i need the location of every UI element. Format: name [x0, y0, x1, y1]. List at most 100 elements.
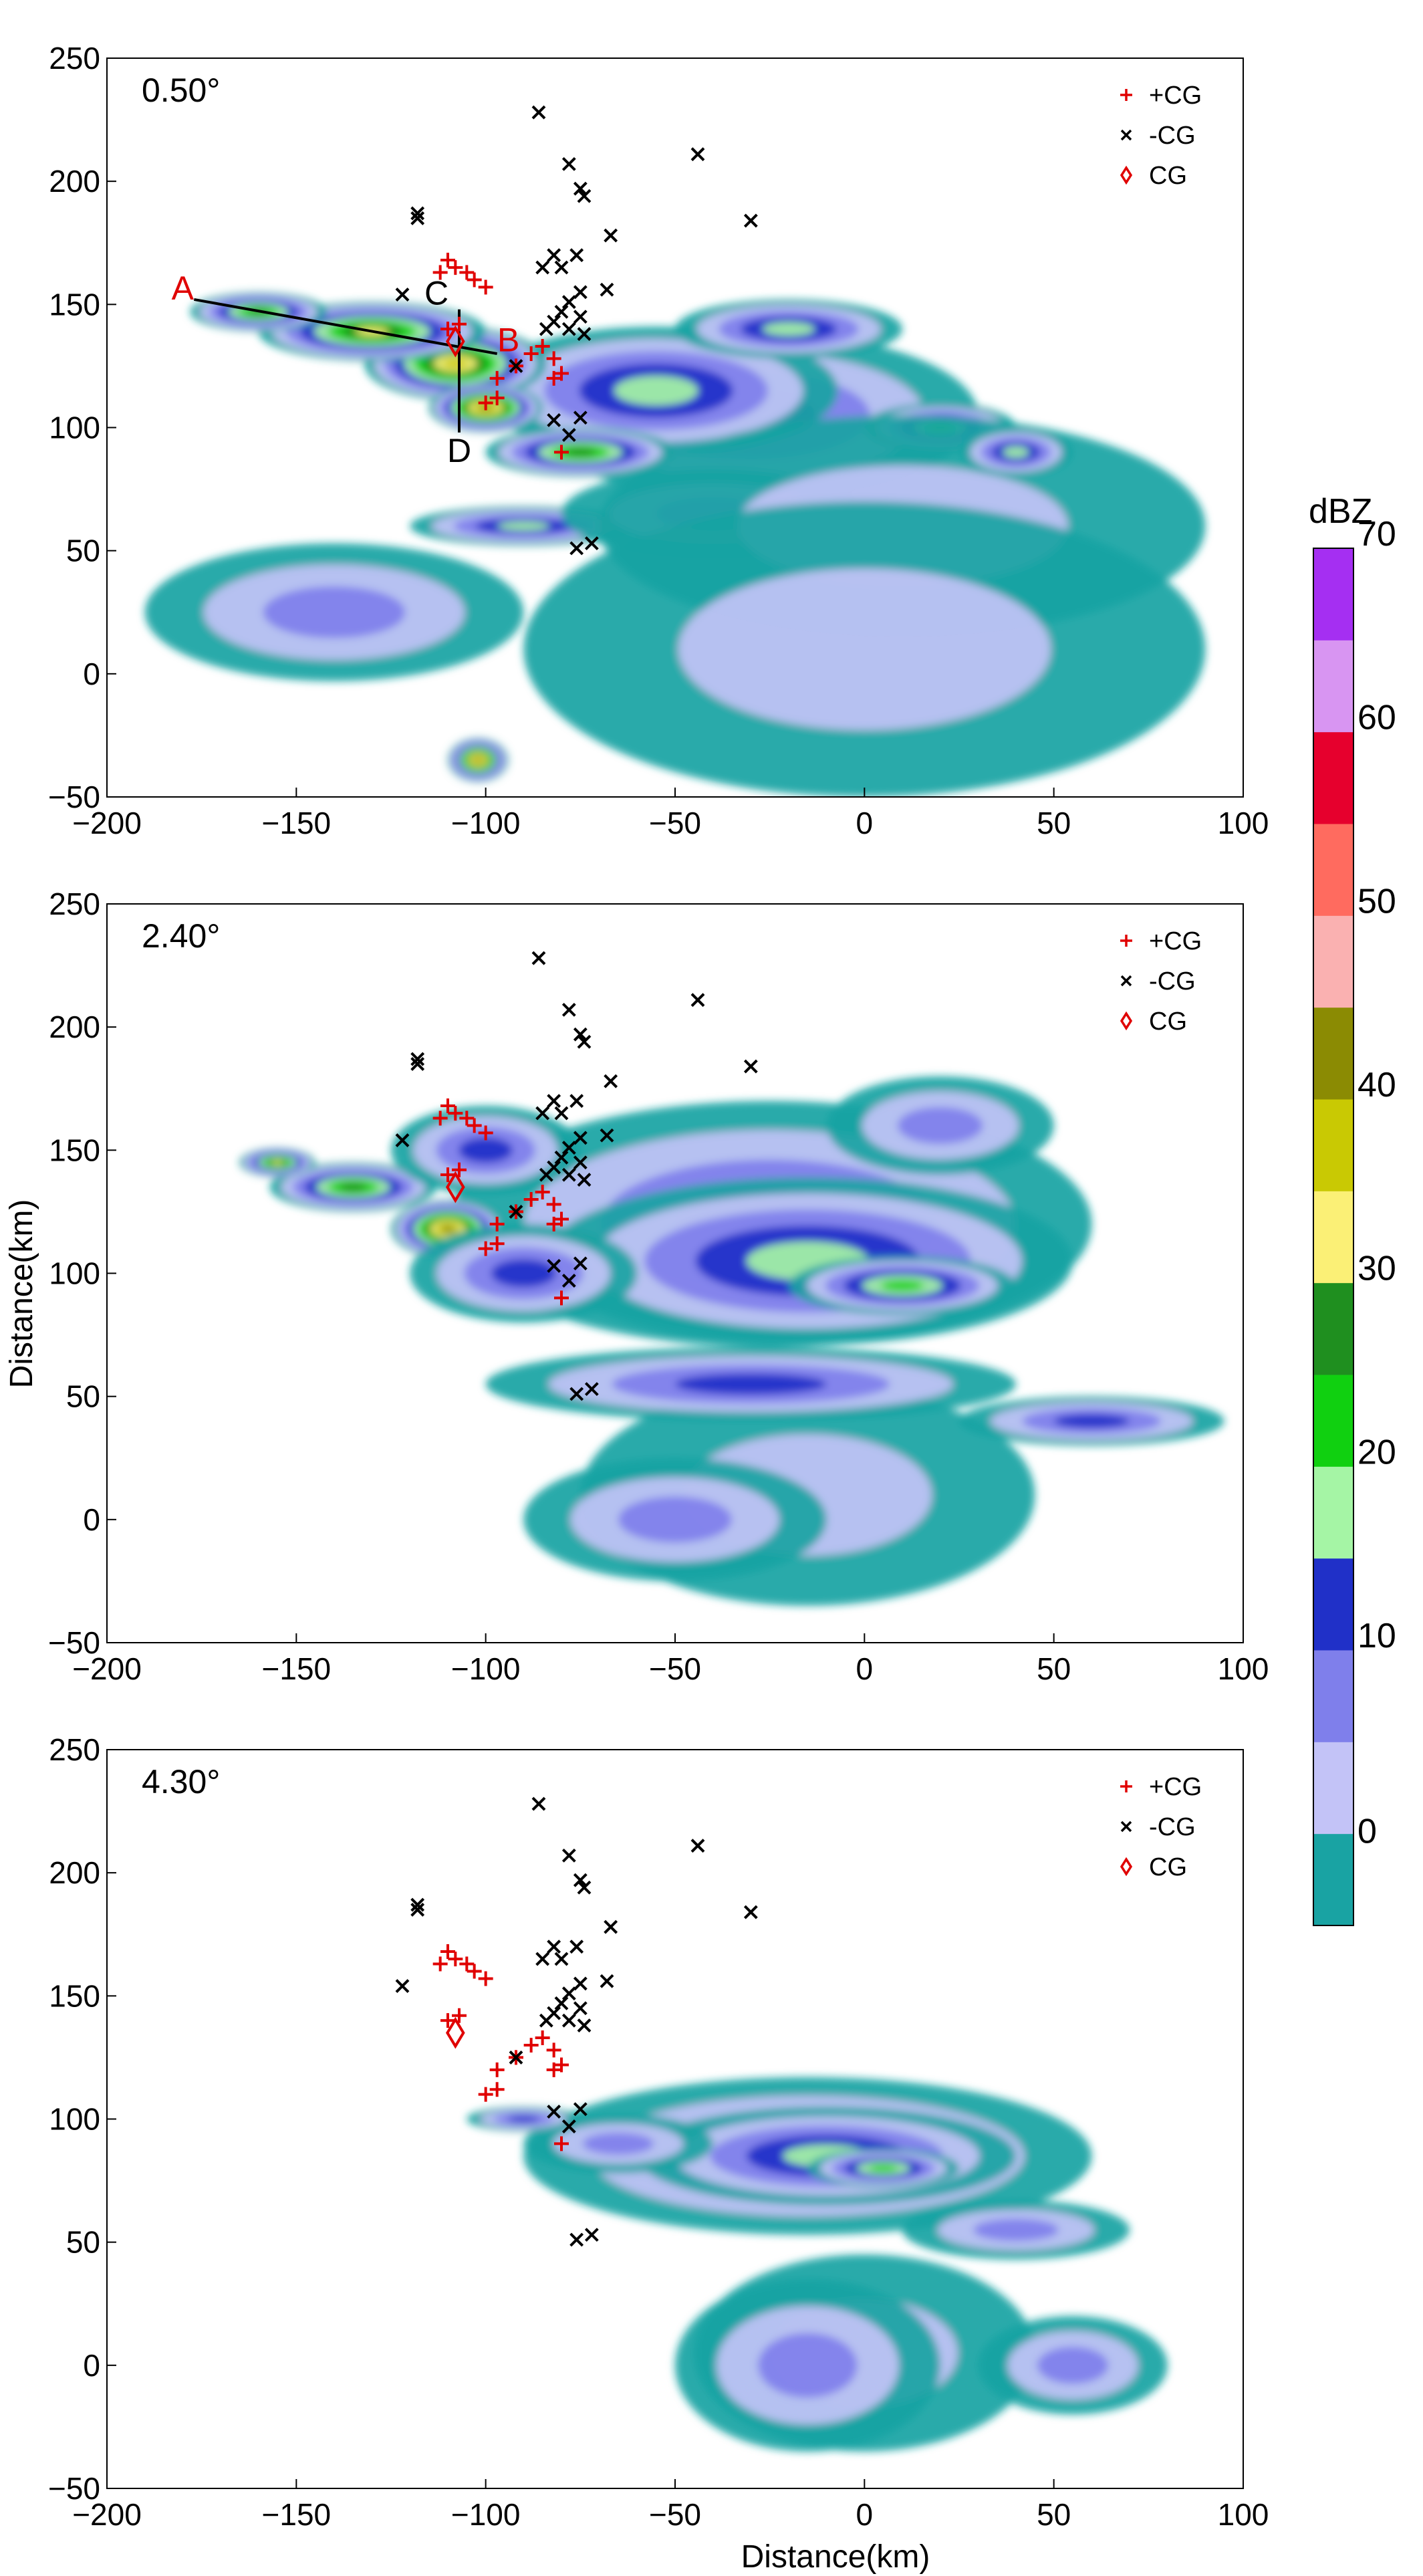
- legend: +CG -CG CG: [1120, 1773, 1202, 1881]
- x-tick-label: −50: [649, 2497, 701, 2532]
- x-tick-label: −150: [262, 2497, 332, 2532]
- x-tick-label: 50: [1037, 806, 1071, 840]
- pos-cg-marker: [546, 2062, 561, 2077]
- neg-cg-marker: [569, 541, 584, 556]
- pos-cg-marker: [546, 351, 561, 366]
- x-tick-label: −200: [72, 2497, 142, 2532]
- radar-panel-2: −200 −150 −100 −50 0 50 100 −50 0 50 100 150 200 250 2…: [48, 887, 1269, 1686]
- x-tick-label: −100: [451, 1651, 521, 1686]
- neg-cg-marker: [509, 2051, 523, 2065]
- pos-cg-marker: [523, 2038, 539, 2053]
- echo-cell-2-level-8: [443, 358, 468, 368]
- colorbar-tick-label: 60: [1357, 699, 1396, 737]
- elevation-angle-label: 2.40°: [142, 917, 220, 955]
- cg-marker: [446, 1171, 465, 1203]
- legend-entry: CG: [1149, 1853, 1187, 1881]
- y-tick-label: 100: [49, 1256, 100, 1291]
- neg-cg-marker: [561, 1986, 576, 2001]
- legend-cg-symbol: [1120, 165, 1133, 185]
- reflectivity-echoes: [239, 1076, 1224, 1606]
- pos-cg-marker: [554, 2136, 569, 2151]
- neg-cg-marker: [554, 1106, 569, 1121]
- pos-cg-marker: [440, 1098, 455, 1114]
- neg-cg-marker: [554, 304, 569, 319]
- neg-cg-marker: [577, 1173, 592, 1187]
- pos-cg-marker: [440, 1167, 455, 1183]
- colorbar-swatch: [1313, 1833, 1353, 1926]
- echo-cell-10-level-3: [675, 1373, 827, 1395]
- neg-cg-marker: [573, 1131, 588, 1145]
- legend-entry: CG: [1149, 162, 1187, 190]
- neg-cg-marker: [569, 248, 584, 263]
- neg-cg-marker: [539, 322, 553, 336]
- neg-cg-marker: [743, 1059, 758, 1074]
- neg-cg-marker: [547, 2105, 561, 2119]
- neg-cg-marker: [577, 189, 592, 203]
- neg-cg-marker: [561, 156, 576, 171]
- legend-neg-cg-symbol: [1120, 129, 1132, 141]
- legend-neg-cg-symbol: [1120, 975, 1132, 987]
- neg-cg-marker: [531, 1796, 546, 1811]
- y-tick-label: 50: [66, 2225, 100, 2260]
- pos-cg-marker: [546, 370, 561, 386]
- neg-cg-marker: [690, 1839, 705, 1853]
- pos-cg-marker: [440, 1944, 455, 1960]
- y-tick-label: 0: [83, 1502, 100, 1537]
- neg-cg-marker: [509, 359, 523, 373]
- colorbar-swatch: [1313, 1650, 1353, 1742]
- echo-cell-5-level-7: [271, 1160, 283, 1165]
- radar-panel-3: −200 −150 −100 −50 0 50 100 −50 0 50 100 150 200 250 4…: [48, 1732, 1269, 2532]
- echo-cell-6-level-3: [459, 1137, 513, 1163]
- colorbar-swatch: [1313, 1282, 1353, 1375]
- pos-cg-marker: [459, 1956, 475, 1972]
- neg-cg-marker: [577, 1034, 592, 1049]
- pos-cg-marker: [432, 1956, 448, 1972]
- echo-cell-6-level-2: [1037, 2347, 1109, 2384]
- neg-cg-marker: [584, 1382, 599, 1397]
- pos-cg-marker: [489, 390, 505, 406]
- neg-cg-marker: [584, 536, 599, 551]
- neg-cg-marker: [410, 1903, 425, 1917]
- neg-cg-marker: [539, 2013, 553, 2028]
- x-tick-label: −50: [649, 1651, 701, 1686]
- neg-cg-marker: [573, 1976, 588, 1991]
- neg-cg-marker: [547, 1094, 561, 1108]
- neg-cg-marker: [690, 147, 705, 162]
- pos-cg-marker: [440, 322, 455, 337]
- echo-cell-13-level-2: [263, 586, 406, 638]
- neg-cg-marker: [561, 1167, 576, 1182]
- echo-cell-8-level-3: [507, 2115, 540, 2123]
- colorbar-tick-label: 70: [1357, 515, 1396, 554]
- pos-cg-marker: [478, 1125, 493, 1141]
- pos-cg-marker: [554, 445, 569, 460]
- neg-cg-marker: [554, 260, 569, 275]
- neg-cg-marker: [561, 1848, 576, 1863]
- neg-cg-marker: [604, 1919, 618, 1934]
- colorbar-tick-label: 40: [1357, 1066, 1396, 1104]
- lightning-markers: [395, 105, 758, 556]
- neg-cg-marker: [604, 1074, 618, 1088]
- neg-cg-marker: [410, 1057, 425, 1071]
- pos-cg-marker: [448, 260, 463, 275]
- colorbar-swatch: [1313, 1191, 1353, 1284]
- y-tick-label: −50: [48, 2471, 100, 2506]
- neg-cg-marker: [573, 2001, 588, 2016]
- neg-cg-marker: [395, 287, 410, 302]
- pos-cg-marker: [489, 1236, 505, 1252]
- neg-cg-marker: [573, 285, 588, 300]
- colorbar-swatch: [1313, 1742, 1353, 1835]
- x-tick-label: −100: [451, 2497, 521, 2532]
- legend-entry: -CG: [1149, 1813, 1196, 1841]
- pos-cg-marker: [489, 2082, 505, 2097]
- pos-cg-marker: [478, 395, 493, 411]
- pos-cg-marker: [448, 1952, 463, 1967]
- neg-cg-marker: [569, 1094, 584, 1108]
- section-label-B: B: [497, 321, 519, 358]
- echo-cell-10-level-9: [475, 757, 482, 763]
- neg-cg-marker: [743, 1905, 758, 1919]
- neg-cg-marker: [573, 1256, 588, 1271]
- echo-cell-5-level-2: [757, 2333, 858, 2398]
- x-tick-label: 0: [856, 806, 874, 840]
- pos-cg-marker: [467, 1118, 482, 1133]
- pos-cg-marker: [546, 1197, 561, 1212]
